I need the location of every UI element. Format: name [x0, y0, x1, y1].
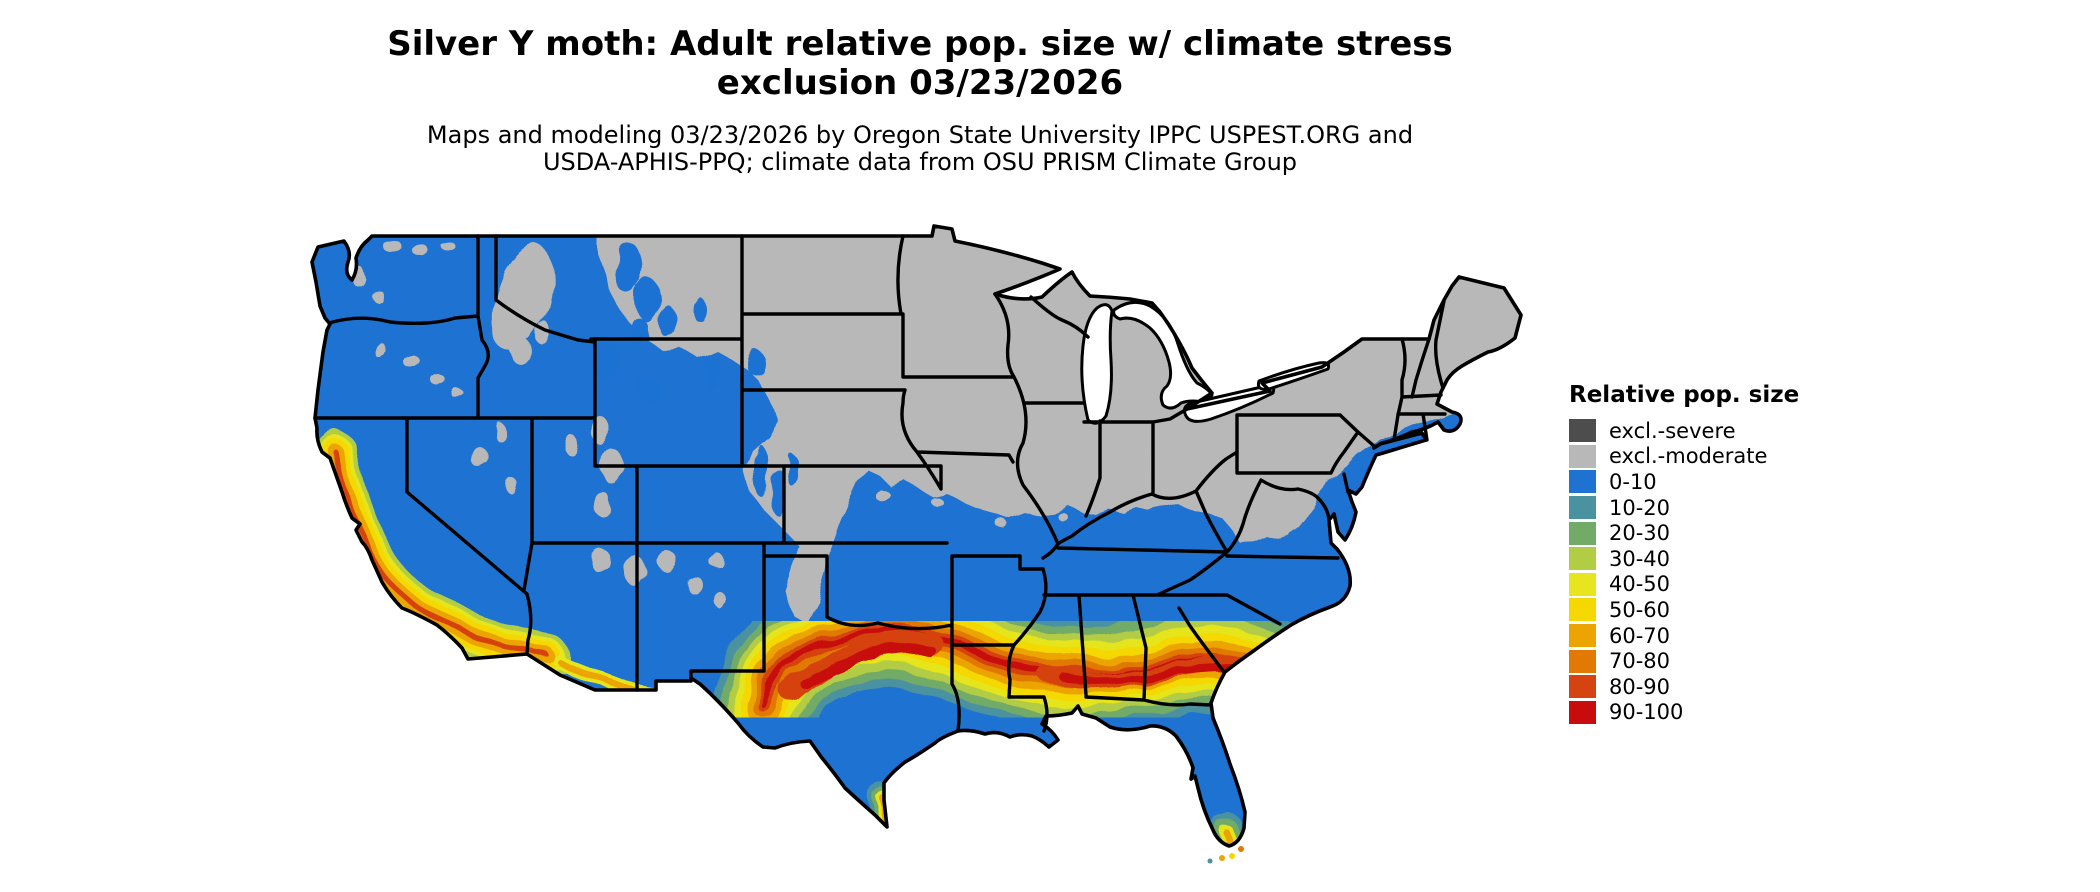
legend-row: excl.-severe: [1569, 418, 1869, 444]
legend-row: 50-60: [1569, 597, 1869, 623]
legend-swatch: [1569, 649, 1596, 673]
legend-swatch: [1569, 547, 1596, 571]
keys-dot: [1229, 853, 1235, 859]
legend-row: excl.-moderate: [1569, 444, 1869, 470]
map-subtitle-line2: USDA-APHIS-PPQ; climate data from OSU PR…: [542, 148, 1298, 176]
legend-label: 50-60: [1609, 597, 1671, 622]
lake-michigan: [1080, 303, 1114, 425]
legend-label: 70-80: [1609, 649, 1671, 674]
legend-label: 30-40: [1609, 546, 1671, 571]
legend-label: 0-10: [1609, 469, 1657, 494]
legend-row: 20-30: [1569, 520, 1869, 546]
legend-swatch: [1569, 444, 1596, 468]
legend-swatch: [1569, 470, 1596, 494]
legend-row: 90-100: [1569, 700, 1869, 726]
state-borders: [313, 234, 1447, 733]
keys-dot: [1238, 846, 1244, 852]
legend-row: 60-70: [1569, 623, 1869, 649]
map-title-line1: Silver Y moth: Adult relative pop. size …: [387, 24, 1453, 64]
legend-label: 60-70: [1609, 623, 1671, 648]
keys-dot: [1219, 855, 1225, 861]
legend-swatch: [1569, 624, 1596, 648]
keys-dot: [1207, 858, 1213, 864]
florida-keys-dots: [1207, 846, 1244, 864]
legend-swatch: [1569, 675, 1596, 699]
legend-title: Relative pop. size: [1569, 382, 1800, 408]
legend-row: 80-90: [1569, 674, 1869, 700]
legend-label: excl.-severe: [1609, 418, 1736, 443]
legend: Relative pop. size excl.-severe excl.-mod…: [1569, 382, 1869, 725]
legend-swatch: [1569, 496, 1596, 520]
legend-row: 10-20: [1569, 495, 1869, 521]
legend-swatch: [1569, 700, 1596, 724]
legend-label: 80-90: [1609, 674, 1671, 699]
raster-blue-patches: [592, 242, 798, 516]
raster-gray-patches: [353, 239, 1069, 608]
legend-rows: excl.-severe excl.-moderate 0-10 10-20 20-30…: [1569, 418, 1869, 725]
legend-swatch: [1569, 419, 1596, 443]
map-subtitle-line1: Maps and modeling 03/23/2026 by Oregon S…: [426, 121, 1414, 149]
legend-swatch: [1569, 572, 1596, 596]
legend-label: excl.-moderate: [1609, 444, 1768, 469]
header: Silver Y moth: Adult relative pop. size …: [0, 22, 1840, 178]
legend-swatch: [1569, 521, 1596, 545]
legend-label: 40-50: [1609, 572, 1671, 597]
legend-row: 70-80: [1569, 648, 1869, 674]
map-title-line2: exclusion 03/23/2026: [716, 63, 1124, 103]
map-raster-fill: [312, 226, 1521, 852]
legend-label: 10-20: [1609, 495, 1671, 520]
legend-label: 20-30: [1609, 521, 1671, 546]
legend-row: 0-10: [1569, 469, 1869, 495]
legend-row: 30-40: [1569, 546, 1869, 572]
raster-local-warm-spots: [883, 798, 1235, 852]
legend-swatch: [1569, 598, 1596, 622]
legend-row: 40-50: [1569, 572, 1869, 598]
legend-label: 90-100: [1609, 700, 1684, 725]
